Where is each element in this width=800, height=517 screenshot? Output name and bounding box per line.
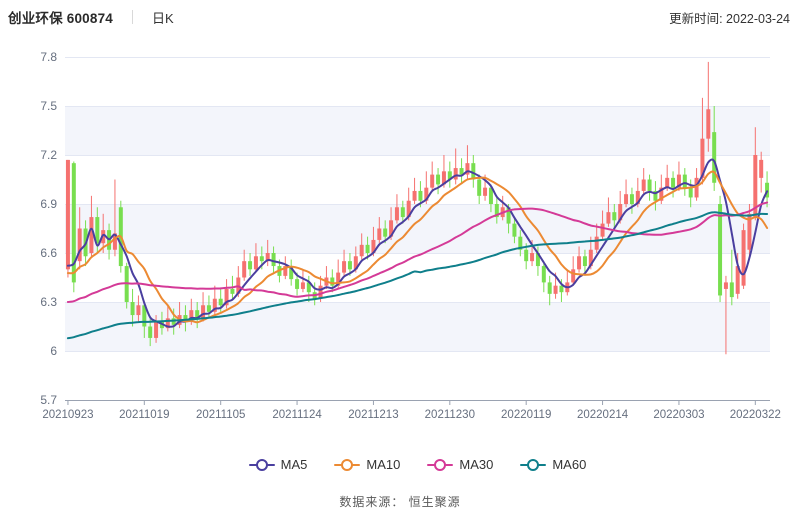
x-axis-label: 20211105 bbox=[196, 409, 245, 421]
x-axis: 20210923 20211019 20211105 20211124 20211213… bbox=[42, 400, 781, 421]
y-axis-label: 6.6 bbox=[40, 246, 57, 260]
data-source-label: 数据来源： 恒生聚源 bbox=[339, 495, 461, 509]
x-axis-label: 20220303 bbox=[653, 409, 704, 421]
legend-item-ma30[interactable]: MA30 bbox=[427, 457, 493, 472]
legend-label: MA30 bbox=[459, 457, 494, 472]
y-axis-label: 6 bbox=[50, 344, 57, 358]
ma60-line bbox=[66, 211, 769, 340]
legend-label: MA5 bbox=[280, 457, 308, 472]
x-axis-label: 20211124 bbox=[272, 409, 322, 421]
ma5-legend-icon bbox=[248, 458, 275, 471]
ma10-line bbox=[66, 170, 769, 324]
legend-item-ma5[interactable]: MA5 bbox=[248, 457, 308, 472]
y-axis-label: 7.8 bbox=[40, 50, 57, 64]
grid-layer: 7.8 7.5 7.2 6.9 6.6 6.3 6 5.7 bbox=[40, 50, 770, 407]
legend-label: MA60 bbox=[552, 457, 587, 472]
y-axis-label: 6.9 bbox=[40, 197, 57, 211]
period-tab-daily-k[interactable]: 日K bbox=[152, 10, 174, 26]
ma60-legend-icon bbox=[520, 458, 547, 471]
stock-title: 创业环保 600874 bbox=[8, 11, 113, 26]
band-layer bbox=[65, 106, 770, 351]
y-axis-label: 7.5 bbox=[40, 99, 57, 113]
x-axis-label: 20220119 bbox=[501, 409, 551, 421]
y-axis-label: 5.7 bbox=[40, 393, 57, 407]
legend-label: MA10 bbox=[366, 457, 401, 472]
ma30-legend-icon bbox=[427, 458, 454, 471]
x-axis-label: 20211230 bbox=[425, 409, 475, 421]
legend-item-ma60[interactable]: MA60 bbox=[520, 457, 586, 472]
legend-item-ma10[interactable]: MA10 bbox=[334, 457, 400, 472]
chart-header: 创业环保 600874 日K bbox=[8, 7, 174, 27]
x-axis-label: 20211213 bbox=[348, 409, 398, 421]
ma30-line bbox=[66, 201, 769, 303]
header-divider bbox=[132, 10, 133, 24]
x-axis-label: 20220214 bbox=[577, 409, 629, 421]
y-axis-label: 6.3 bbox=[40, 295, 57, 309]
y-axis-label: 7.2 bbox=[40, 148, 57, 162]
x-axis-label: 20220322 bbox=[730, 409, 781, 421]
ma10-legend-icon bbox=[334, 458, 361, 471]
update-time: 更新时间: 2022-03-24 bbox=[669, 12, 790, 26]
chart-legend: MA5 MA10 MA30 MA60 bbox=[65, 457, 770, 472]
x-axis-label: 20210923 bbox=[42, 409, 93, 421]
x-axis-label: 20211019 bbox=[119, 409, 169, 421]
